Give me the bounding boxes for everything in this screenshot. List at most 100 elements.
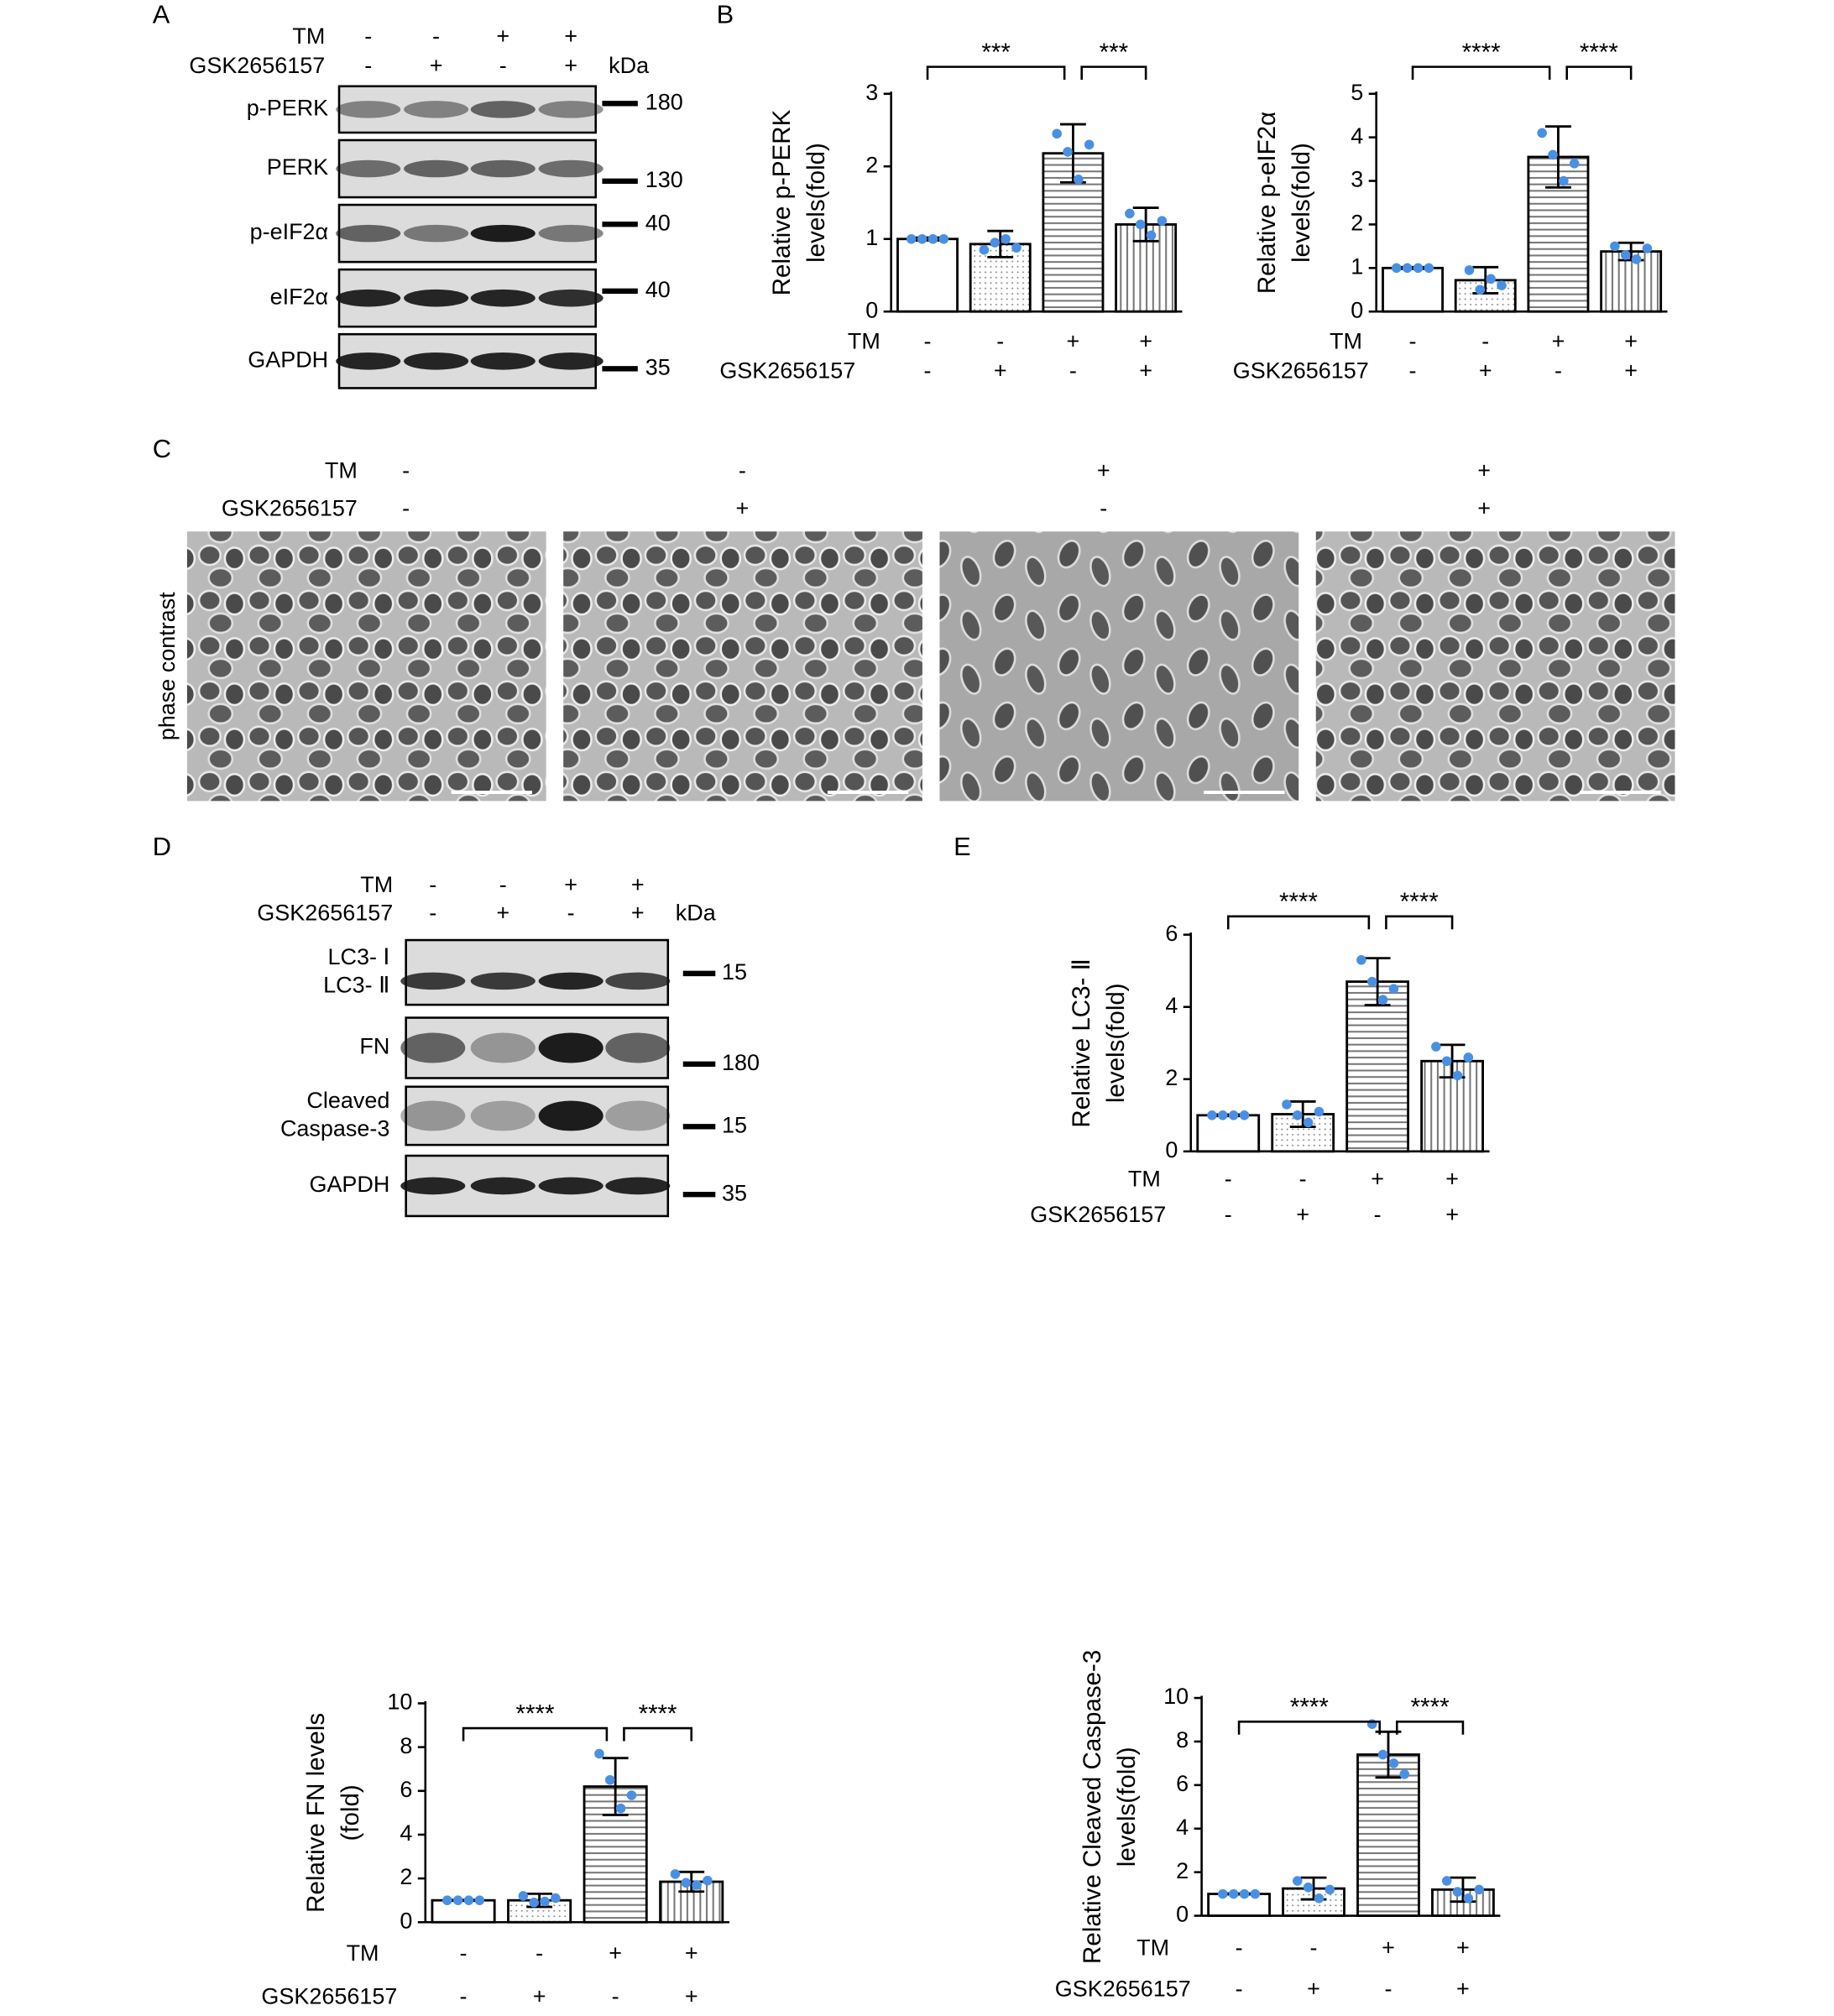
- blot-band: [470, 353, 536, 370]
- condition-sign: -: [1225, 1167, 1232, 1192]
- condition-sign: +: [1445, 1167, 1459, 1192]
- y-tick-label: 8: [1176, 1727, 1189, 1752]
- data-point: [1620, 249, 1631, 260]
- condition-sign: +: [1067, 329, 1080, 354]
- condition-sign: -: [1225, 1202, 1232, 1227]
- condition-sign: +: [1624, 329, 1638, 354]
- bar: [1196, 1114, 1261, 1153]
- data-point: [1486, 274, 1496, 285]
- y-tick-label: 4: [1165, 993, 1178, 1018]
- data-point: [1218, 1888, 1228, 1899]
- unit-label: kDa: [676, 900, 716, 925]
- condition-sign: +: [1624, 358, 1638, 383]
- data-point: [1250, 1888, 1261, 1899]
- y-axis-label: Relative LC3- Ⅱ: [1068, 958, 1095, 1128]
- condition-sign: +: [1139, 358, 1152, 383]
- condition-sign: +: [609, 1940, 622, 1966]
- blot-band: [538, 1032, 603, 1063]
- blot-band: [538, 289, 603, 307]
- data-point: [1011, 243, 1022, 253]
- condition-sign: -: [1409, 358, 1417, 383]
- data-point: [1084, 139, 1095, 150]
- significance-bracket: [1385, 915, 1454, 930]
- y-tick-label: 4: [1351, 123, 1363, 149]
- condition-label: GSK2656157: [257, 900, 393, 925]
- data-point: [1303, 1117, 1314, 1128]
- condition-sign: +: [1477, 496, 1491, 521]
- data-point: [463, 1895, 474, 1905]
- marker-label: 180: [722, 1050, 760, 1075]
- data-point: [626, 1790, 637, 1800]
- y-tick-label: 6: [1176, 1771, 1189, 1796]
- significance-bracket: [1237, 1721, 1381, 1735]
- data-point: [1239, 1888, 1250, 1899]
- data-point: [692, 1880, 702, 1890]
- condition-sign: +: [1456, 1976, 1470, 2001]
- blot-row-label: FN: [359, 1034, 389, 1059]
- data-point: [1052, 128, 1062, 139]
- condition-sign: -: [499, 53, 507, 78]
- data-point: [1463, 1052, 1474, 1063]
- condition-sign: +: [1479, 358, 1492, 383]
- condition-label: GSK2656157: [1030, 1202, 1166, 1227]
- data-point: [1135, 219, 1146, 230]
- condition-sign: -: [1069, 358, 1077, 383]
- blot-band: [538, 972, 603, 990]
- y-tick-label: 1: [865, 225, 878, 250]
- y-axis-label: levels(fold): [1288, 143, 1315, 263]
- condition-sign: -: [1384, 1976, 1392, 2001]
- marker-label: 180: [645, 89, 683, 114]
- blot-band: [605, 1177, 671, 1195]
- data-point: [1314, 1893, 1325, 1904]
- data-point: [1497, 280, 1507, 290]
- condition-label: TM: [1330, 329, 1362, 354]
- bar: [1207, 1893, 1271, 1917]
- condition-label: TM: [1128, 1167, 1161, 1192]
- blot-band: [605, 972, 671, 990]
- significance-bracket: [1411, 65, 1551, 81]
- y-tick-label: 6: [400, 1777, 412, 1802]
- significance-bracket: [1226, 915, 1371, 930]
- condition-sign: +: [1307, 1976, 1320, 2001]
- blot-row-label: LC3- Ⅱ: [323, 972, 389, 997]
- data-point: [938, 233, 949, 244]
- data-point: [1239, 1110, 1250, 1120]
- data-point: [990, 238, 1001, 248]
- condition-sign: -: [460, 1940, 468, 1966]
- y-tick-label: 2: [1176, 1858, 1189, 1883]
- significance-bracket: [1395, 1721, 1465, 1735]
- blot-row-label: eIF2α: [270, 284, 329, 309]
- condition-sign: -: [1310, 1935, 1318, 1960]
- significance-label: ****: [1411, 1694, 1450, 1721]
- data-point: [1431, 1042, 1441, 1052]
- condition-label: GSK2656157: [1055, 1976, 1191, 2001]
- condition-sign: -: [364, 53, 372, 78]
- condition-sign: -: [402, 458, 410, 483]
- condition-label: TM: [325, 458, 358, 483]
- micrograph: [939, 531, 1299, 802]
- data-point: [1475, 285, 1486, 295]
- blot-band: [336, 289, 401, 307]
- condition-sign: -: [612, 1983, 619, 2008]
- panel-label: D: [153, 832, 171, 861]
- condition-sign: +: [631, 872, 645, 897]
- bar: [1356, 1753, 1420, 1917]
- data-point: [1388, 984, 1399, 994]
- blot-band: [404, 101, 469, 118]
- blot-band: [470, 101, 536, 118]
- significance-bracket: [926, 65, 1066, 81]
- blot-band: [336, 159, 401, 178]
- data-point: [1474, 1884, 1484, 1895]
- blot-band: [470, 224, 536, 243]
- data-point: [1292, 1876, 1303, 1886]
- condition-label: TM: [848, 329, 880, 354]
- significance-label: ****: [639, 1700, 677, 1727]
- blot-band: [470, 159, 536, 178]
- bar: [431, 1898, 496, 1924]
- blot-row-label: Cleaved: [306, 1088, 389, 1113]
- data-point: [1464, 265, 1475, 275]
- blot-band: [404, 353, 469, 370]
- y-tick-label: 1: [1351, 253, 1363, 279]
- blot-row-label: PERK: [267, 154, 328, 180]
- condition-sign: -: [1236, 1935, 1243, 1960]
